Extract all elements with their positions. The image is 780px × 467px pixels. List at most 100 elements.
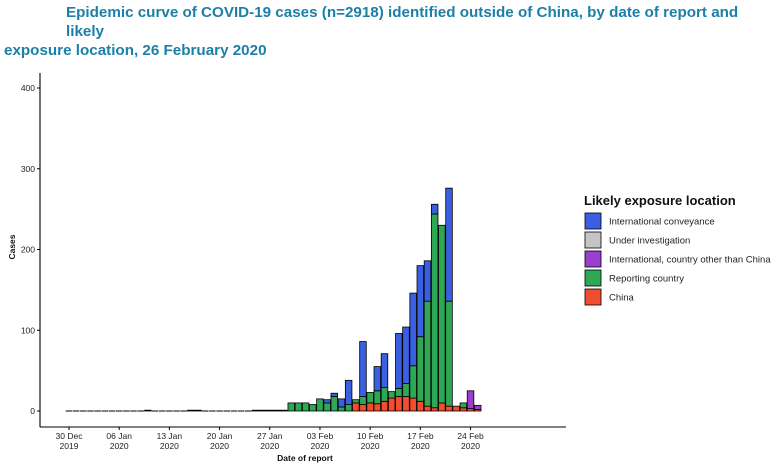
bar-segment-china xyxy=(423,405,432,412)
bar-segment-international-conveyance xyxy=(402,326,410,384)
legend-title: Likely exposure location xyxy=(584,193,736,208)
legend-swatch xyxy=(584,250,602,268)
legend-swatch xyxy=(584,288,602,306)
x-tick-label: 24 Feb xyxy=(457,431,484,441)
bar-segment-international-conveyance xyxy=(430,203,439,215)
bar-segment-reporting-country xyxy=(423,300,432,407)
bar-segment-china xyxy=(387,397,396,412)
bar-segment-reporting-country xyxy=(359,396,367,405)
bar-segment-international-country-other-than-china xyxy=(473,404,482,410)
bar-segment-china xyxy=(280,409,288,412)
bar-segment-china xyxy=(373,403,382,412)
legend-entry-label: International conveyance xyxy=(609,217,715,228)
x-tick-label-year: 2020 xyxy=(310,441,329,451)
y-axis-label: Cases xyxy=(7,234,17,259)
chart-title-line-1: Epidemic curve of COVID-19 cases (n=2918… xyxy=(66,4,739,40)
bar-segment-international-conveyance xyxy=(380,353,389,388)
y-tick-label: 100 xyxy=(21,325,35,335)
bar-segment-reporting-country xyxy=(402,383,410,397)
bar-segment-international-conveyance xyxy=(373,366,382,392)
bar-segment-international-conveyance xyxy=(423,260,432,302)
bar-segment-reporting-country xyxy=(344,404,353,412)
bar-segment-international-conveyance xyxy=(323,399,331,404)
bar-segment-china xyxy=(380,400,389,412)
bar-segment-china xyxy=(409,397,417,412)
chart-title: Epidemic curve of COVID-19 cases (n=2918… xyxy=(4,3,776,60)
legend-entry-label: China xyxy=(609,293,635,304)
x-tick-label-year: 2020 xyxy=(210,441,229,451)
bar-segment-china xyxy=(258,409,267,412)
bar-segment-china xyxy=(438,402,446,412)
y-tick-label: 0 xyxy=(30,406,35,416)
bar-segment-international-conveyance xyxy=(416,265,425,338)
bar-segment-china xyxy=(273,409,281,412)
x-axis-label: Date of report xyxy=(277,453,333,463)
bar-segment-reporting-country xyxy=(294,402,303,412)
chart-title-line-2: exposure location, 26 February 2020 xyxy=(4,42,267,59)
bar-segment-reporting-country xyxy=(316,398,324,412)
bar-segment-china xyxy=(352,402,360,412)
bar-segment-reporting-country xyxy=(309,404,317,412)
bar-segment-china xyxy=(430,407,439,412)
x-tick-label-year: 2020 xyxy=(361,441,380,451)
bar-segment-china xyxy=(445,405,453,412)
x-tick-label-year: 2020 xyxy=(260,441,279,451)
bar-segment-china xyxy=(366,402,374,412)
bar-segment-international-conveyance xyxy=(344,379,353,405)
bar-segment-china xyxy=(402,396,410,412)
x-tick-label-year: 2020 xyxy=(411,441,430,451)
bar-segment-reporting-country xyxy=(337,406,346,412)
bar-segment-international-conveyance xyxy=(409,292,417,367)
y-tick-label: 400 xyxy=(21,83,35,93)
x-tick-label-year: 2020 xyxy=(461,441,480,451)
bar-segment-international-conveyance xyxy=(359,341,367,397)
x-tick-label-year: 2020 xyxy=(110,441,129,451)
legend-entry-label: International, country other than China xyxy=(609,255,771,266)
bar-segment-international-conveyance xyxy=(445,187,453,302)
bar-segment-reporting-country xyxy=(330,396,338,412)
legend-swatch xyxy=(584,231,602,249)
x-tick-label: 20 Jan xyxy=(207,431,233,441)
x-tick-label: 17 Feb xyxy=(407,431,434,441)
bar-segment-reporting-country xyxy=(416,336,425,402)
bar-layer xyxy=(65,187,482,412)
x-tick-label: 27 Jan xyxy=(257,431,283,441)
bar-segment-reporting-country xyxy=(409,365,417,399)
legend: Likely exposure location International c… xyxy=(584,193,771,306)
bar-segment-reporting-country xyxy=(438,224,446,404)
legend-swatch xyxy=(584,212,602,230)
x-tick-label: 30 Dec xyxy=(56,431,84,441)
bar-segment-china xyxy=(359,404,367,412)
bar-segment-international-conveyance xyxy=(330,392,338,397)
x-tick-label: 06 Jan xyxy=(106,431,132,441)
bar-segment-china xyxy=(416,400,425,412)
bar-segment-china xyxy=(459,407,468,412)
x-tick-label: 03 Feb xyxy=(307,431,334,441)
bar-segment-reporting-country xyxy=(380,387,389,402)
x-tick-label: 13 Jan xyxy=(157,431,183,441)
bar-segment-reporting-country xyxy=(366,392,374,404)
bar-segment-reporting-country xyxy=(301,402,310,412)
bar-segment-china xyxy=(452,405,460,412)
y-tick-label: 300 xyxy=(21,164,35,174)
bar-segment-reporting-country xyxy=(323,402,331,412)
bar-segment-reporting-country xyxy=(373,390,382,405)
bar-segment-china xyxy=(266,409,274,412)
x-tick-label-year: 2020 xyxy=(160,441,179,451)
bar-segment-reporting-country xyxy=(430,213,439,409)
x-tick-label: 10 Feb xyxy=(357,431,384,441)
bar-segment-reporting-country xyxy=(445,300,453,407)
bar-segment-reporting-country xyxy=(459,402,468,409)
bar-segment-china xyxy=(187,409,195,412)
x-tick-label-year: 2019 xyxy=(60,441,79,451)
legend-entry-label: Under investigation xyxy=(609,236,690,247)
bar-segment-reporting-country xyxy=(387,391,396,399)
legend-entry-label: Reporting country xyxy=(609,274,684,285)
bar-segment-reporting-country xyxy=(352,399,360,404)
bar-segment-china xyxy=(194,409,202,412)
bar-segment-reporting-country xyxy=(395,387,403,397)
legend-swatch xyxy=(584,269,602,287)
bar-segment-reporting-country xyxy=(287,402,295,412)
